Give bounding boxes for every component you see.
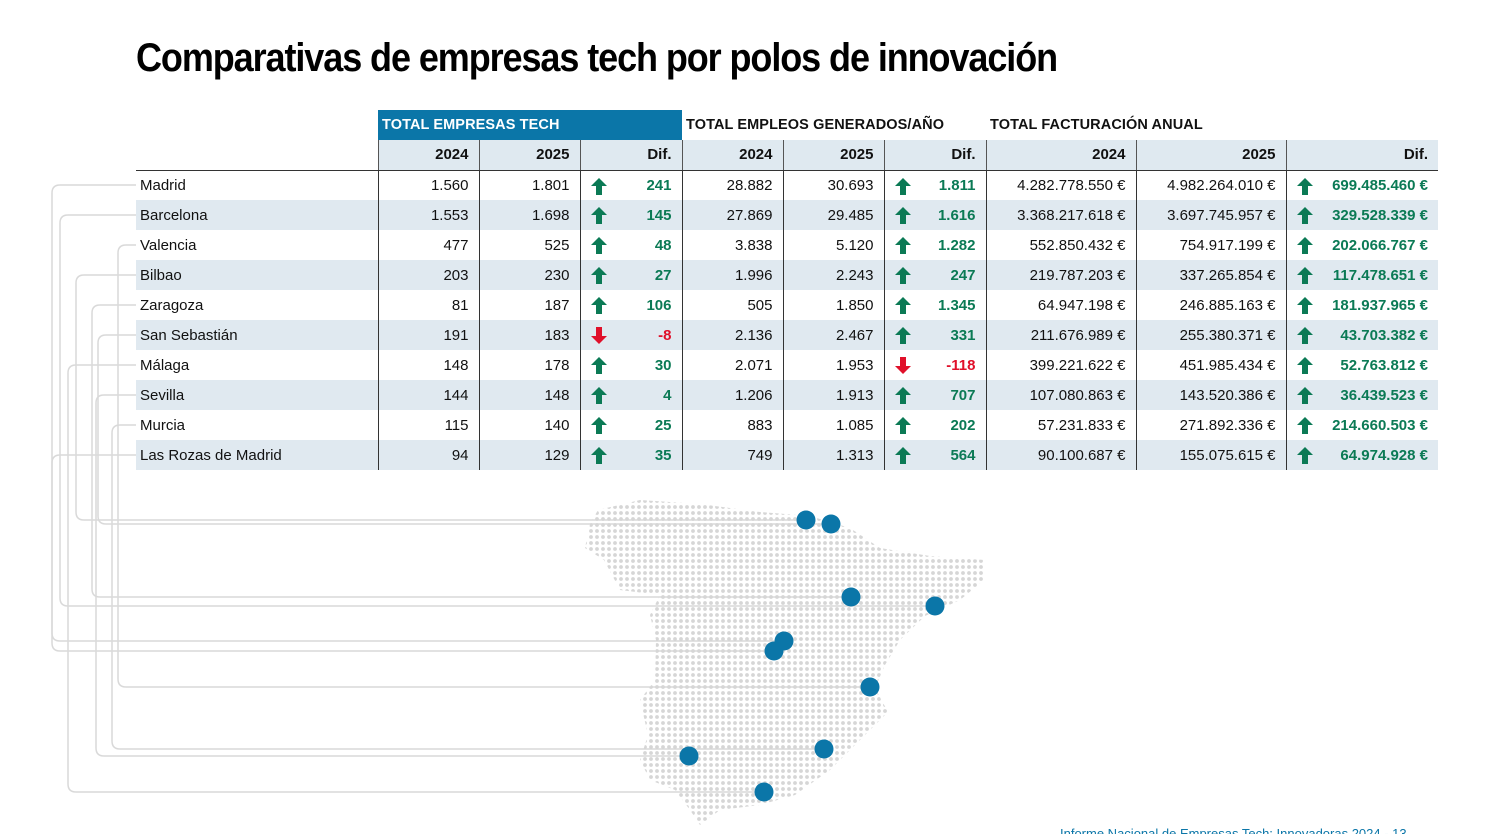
value-cell: 552.850.432 €: [986, 230, 1137, 260]
value-cell: 399.221.622 €: [986, 350, 1137, 380]
value-cell: 90.100.687 €: [986, 440, 1137, 470]
city-marker: [821, 514, 841, 534]
column-header: Dif.: [884, 140, 987, 171]
value-cell: 219.787.203 €: [986, 260, 1137, 290]
dif-value: 52.763.812 €: [1340, 356, 1428, 374]
dif-cell: 247: [884, 260, 987, 290]
dif-cell: 214.660.503 €: [1286, 410, 1438, 440]
column-header: Dif.: [1286, 140, 1438, 171]
city-marker: [814, 739, 834, 759]
city-marker: [860, 677, 880, 697]
value-cell: 107.080.863 €: [986, 380, 1137, 410]
value-cell: 211.676.989 €: [986, 320, 1137, 350]
dif-value: 117.478.651 €: [1332, 266, 1428, 284]
dif-cell: 329.528.339 €: [1286, 200, 1438, 230]
column-header: 2025: [479, 140, 581, 171]
dif-value: 181.937.965 €: [1332, 296, 1428, 314]
dif-value: 43.703.382 €: [1340, 326, 1428, 344]
column-header: 2024: [986, 140, 1137, 171]
city-marker: [679, 746, 699, 766]
value-cell: 155.075.615 €: [1136, 440, 1287, 470]
value-cell: 754.917.199 €: [1136, 230, 1287, 260]
value-cell: 271.892.336 €: [1136, 410, 1287, 440]
value-cell: 3.368.217.618 €: [986, 200, 1137, 230]
dif-value: 64.974.928 €: [1340, 446, 1428, 464]
dif-value: 1.811: [938, 176, 976, 194]
dif-cell: 202.066.767 €: [1286, 230, 1438, 260]
dif-value: 331: [950, 326, 976, 344]
value-cell: 143.520.386 €: [1136, 380, 1287, 410]
dif-cell: 36.439.523 €: [1286, 380, 1438, 410]
dif-value: 1.616: [937, 206, 976, 224]
dif-cell: 181.937.965 €: [1286, 290, 1438, 320]
group-header-empresas: TOTAL EMPRESAS TECH: [378, 110, 682, 140]
city-marker: [754, 782, 774, 802]
city-markers: [679, 510, 945, 802]
value-cell: 246.885.163 €: [1136, 290, 1287, 320]
column-header: Dif.: [580, 140, 683, 171]
city-marker: [774, 631, 794, 651]
dif-value: 707: [950, 386, 976, 404]
dif-value: 202.066.767 €: [1332, 236, 1428, 254]
dif-value: 214.660.503 €: [1332, 416, 1428, 434]
group-header-facturacion: TOTAL FACTURACIÓN ANUAL: [990, 117, 1203, 133]
dif-value: -118: [946, 356, 976, 374]
column-header: 2024: [682, 140, 784, 171]
dif-cell: 43.703.382 €: [1286, 320, 1438, 350]
dif-cell: 699.485.460 €: [1286, 170, 1438, 200]
value-cell: 57.231.833 €: [986, 410, 1137, 440]
dif-cell: 52.763.812 €: [1286, 350, 1438, 380]
dif-cell: 64.974.928 €: [1286, 440, 1438, 470]
page-title: Comparativas de empresas tech por polos …: [136, 36, 1058, 80]
value-cell: 3.697.745.957 €: [1136, 200, 1287, 230]
city-marker: [841, 587, 861, 607]
dif-value: 36.439.523 €: [1340, 386, 1428, 404]
value-cell: 64.947.198 €: [986, 290, 1137, 320]
column-header: 2025: [1136, 140, 1287, 171]
column-header-row: 2024 2025 Dif. 2024 2025 Dif. 2024 2025 …: [136, 140, 1438, 171]
dif-value: 699.485.460 €: [1332, 176, 1428, 194]
value-cell: 337.265.854 €: [1136, 260, 1287, 290]
column-header: 2024: [378, 140, 480, 171]
dif-cell: 1.811: [884, 170, 987, 200]
value-cell: 30.693: [783, 170, 885, 200]
value-cell: 451.985.434 €: [1136, 350, 1287, 380]
column-header: 2025: [783, 140, 885, 171]
city-marker: [796, 510, 816, 530]
value-cell: 255.380.371 €: [1136, 320, 1287, 350]
footnote: Informe Nacional de Empresas Tech: Innov…: [1060, 826, 1407, 834]
spain-map-shape: [585, 500, 985, 825]
dif-value: 1.345: [937, 296, 976, 314]
city-marker: [925, 596, 945, 616]
dif-value: 329.528.339 €: [1332, 206, 1428, 224]
dif-value: 1.282: [937, 236, 976, 254]
dif-value: 247: [950, 266, 976, 284]
value-cell: 4.282.778.550 €: [986, 170, 1137, 200]
column-header-city: [136, 140, 379, 171]
group-header-empleos: TOTAL EMPLEOS GENERADOS/AÑO: [686, 117, 945, 133]
value-cell: 4.982.264.010 €: [1136, 170, 1287, 200]
dif-value: 202: [950, 416, 976, 434]
dif-cell: 117.478.651 €: [1286, 260, 1438, 290]
dif-value: 564: [950, 446, 976, 464]
